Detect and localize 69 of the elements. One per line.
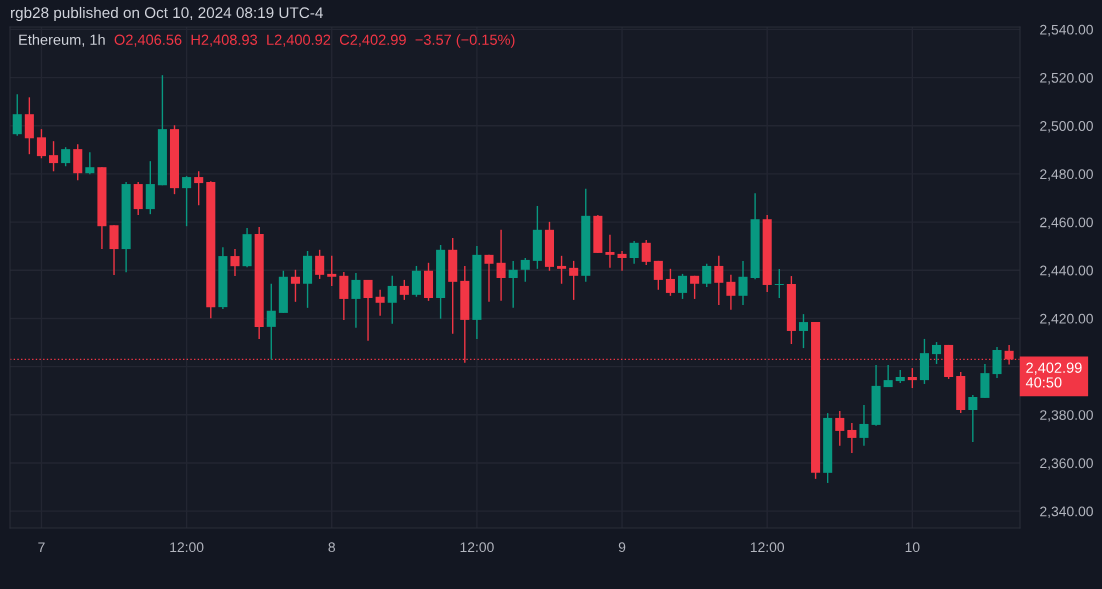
candlestick bbox=[61, 146, 71, 167]
candlestick bbox=[774, 268, 784, 299]
candlestick bbox=[629, 240, 639, 265]
y-tick-label: 2,380.00 bbox=[1040, 410, 1093, 422]
candlestick bbox=[653, 260, 663, 291]
candlestick bbox=[327, 255, 337, 287]
candlestick bbox=[677, 273, 688, 300]
candlestick bbox=[12, 93, 22, 137]
y-tick-label: 2,520.00 bbox=[1040, 72, 1093, 85]
candlestick bbox=[266, 283, 276, 361]
y-tick-label: 2,340.00 bbox=[1040, 506, 1093, 518]
annotation: O2,406.56 bbox=[114, 34, 182, 47]
y-tick-label: 2,480.00 bbox=[1040, 169, 1093, 181]
candlestick bbox=[496, 229, 506, 302]
candlestick bbox=[36, 128, 46, 159]
candlestick bbox=[798, 313, 809, 349]
candlestick bbox=[182, 175, 192, 227]
annotation: C2,402.99 bbox=[339, 34, 406, 47]
candlestick bbox=[932, 341, 942, 365]
candlestick bbox=[339, 271, 349, 321]
x-tick-label: 7 bbox=[38, 542, 45, 552]
candlestick bbox=[290, 269, 300, 303]
candlestick bbox=[315, 249, 325, 280]
candlestick bbox=[375, 289, 385, 317]
candlestick bbox=[230, 248, 240, 277]
candlestick bbox=[714, 255, 724, 306]
y-tick-label: 2,420.00 bbox=[1040, 313, 1093, 326]
candlestick bbox=[641, 239, 651, 266]
chart-subtitle: rgb28 published on Oct 10, 2024 08:19 UTC-4 bbox=[11, 6, 323, 22]
candlestick bbox=[907, 367, 917, 389]
x-tick-label: 12:00 bbox=[460, 542, 494, 553]
candlestick bbox=[399, 279, 409, 301]
candlestick bbox=[738, 260, 748, 306]
y-tick-label: 2,440.00 bbox=[1040, 265, 1093, 278]
annotation: L2,400.92 bbox=[267, 34, 331, 47]
candlestick bbox=[363, 279, 373, 342]
candlestick bbox=[665, 268, 675, 297]
chart-title: Ethereum, 1h bbox=[19, 34, 105, 47]
y-tick-label: 2,360.00 bbox=[1040, 458, 1093, 470]
candlestick bbox=[617, 250, 627, 272]
annotation: −3.57 (−0.15%) bbox=[415, 34, 515, 48]
candlestick bbox=[835, 410, 845, 447]
candlestick bbox=[85, 151, 95, 175]
x-tick-label: 10 bbox=[905, 542, 920, 553]
candlestick bbox=[351, 272, 361, 329]
candlestick bbox=[968, 394, 978, 443]
candlestick bbox=[387, 275, 397, 325]
candlestick bbox=[557, 255, 567, 285]
x-tick-label: 12:00 bbox=[750, 542, 785, 553]
candlestick bbox=[109, 224, 119, 276]
candlestick bbox=[702, 263, 712, 288]
candlestick bbox=[859, 404, 869, 447]
y-tick-label: 2,500.00 bbox=[1040, 121, 1093, 133]
candlestick bbox=[194, 170, 204, 206]
candlestick bbox=[508, 260, 518, 309]
x-tick-label: 8 bbox=[328, 542, 336, 553]
candlestick bbox=[520, 257, 530, 283]
candlestick bbox=[49, 140, 59, 172]
annotation: H2,408.93 bbox=[191, 34, 258, 47]
y-tick-label: 2,540.00 bbox=[1040, 24, 1093, 37]
candlestick bbox=[484, 254, 494, 303]
candlestick bbox=[569, 260, 579, 301]
y-tick-label: 2,460.00 bbox=[1040, 217, 1093, 229]
ref-line-label: 2,402.99 40:50 bbox=[1025, 362, 1082, 388]
candlestick bbox=[847, 422, 857, 454]
x-tick-label: 12:00 bbox=[170, 542, 204, 553]
candlestick bbox=[605, 234, 615, 269]
candlestick bbox=[726, 274, 736, 311]
x-tick-label: 9 bbox=[618, 542, 626, 553]
